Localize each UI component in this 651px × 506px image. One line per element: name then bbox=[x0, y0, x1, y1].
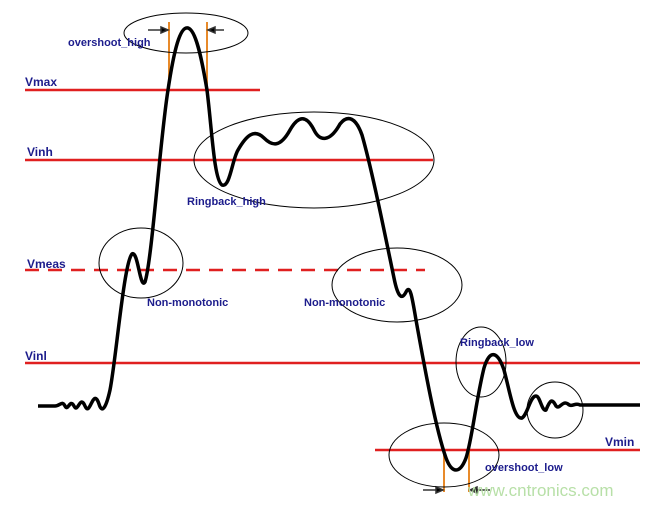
vmin-label: Vmin bbox=[605, 435, 634, 449]
overshoot-low-ellipse bbox=[388, 422, 500, 488]
overshoot-low-label: overshoot_low bbox=[485, 462, 563, 474]
signal-waveform bbox=[38, 26, 640, 472]
overshoot-high-label: overshoot_high bbox=[68, 37, 151, 49]
ringback-high-ellipse bbox=[193, 111, 435, 209]
vmeas-label: Vmeas bbox=[27, 257, 66, 271]
non-monotonic-fall-label: Non-monotonic bbox=[304, 297, 385, 309]
ringback-high-label: Ringback_high bbox=[187, 196, 266, 208]
non-monotonic-rise-ellipse bbox=[98, 227, 184, 299]
ringback-low-label: Ringback_low bbox=[460, 337, 534, 349]
overshoot-high-ellipse bbox=[123, 12, 249, 54]
ringback-low-ellipse bbox=[455, 326, 507, 398]
non-monotonic-rise-label: Non-monotonic bbox=[147, 297, 228, 309]
watermark: www.cntronics.com bbox=[467, 481, 613, 500]
vinl-label: Vinl bbox=[25, 349, 47, 363]
vmax-label: Vmax bbox=[25, 75, 57, 89]
non-monotonic-fall-ellipse bbox=[331, 247, 463, 323]
arrow-icons bbox=[148, 25, 490, 495]
settling-ellipse bbox=[526, 381, 584, 439]
vinh-label: Vinh bbox=[27, 145, 53, 159]
